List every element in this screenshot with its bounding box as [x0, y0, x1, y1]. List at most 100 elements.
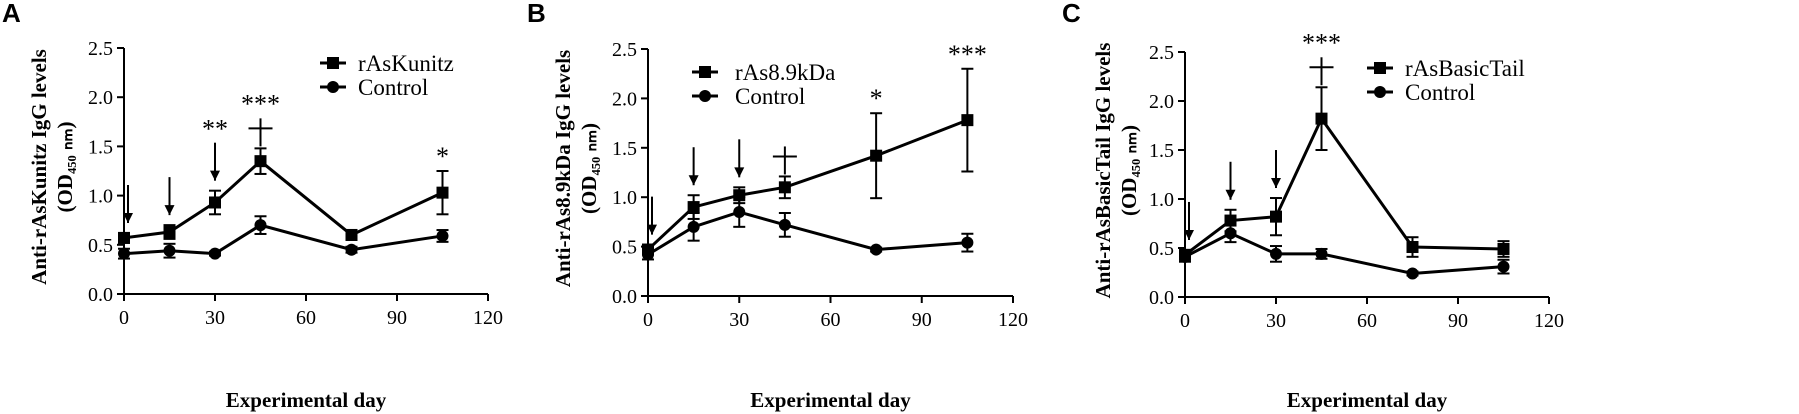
y-axis-title: Anti-rAs8.9kDa IgG levels: [551, 50, 575, 287]
x-tick-label: 120: [1534, 310, 1564, 332]
series-line-control: [123, 223, 443, 256]
y-tick-label: 0.0: [1149, 287, 1174, 309]
data-point-circle: [1224, 227, 1237, 240]
data-point-square: [961, 114, 974, 127]
data-point-circle: [1270, 247, 1282, 260]
immunization-arrow-head: [123, 212, 133, 223]
legend-marker-square: [699, 66, 711, 78]
legend-marker-circle: [327, 81, 339, 93]
significance-asterisks: ***: [241, 89, 280, 118]
x-tick-label: 0: [1180, 310, 1190, 332]
panel-c: C 0 30 60 90 120 0.0 0.5 1.0 1.5 2.0 2.5 Experimenta…: [1062, 0, 1564, 412]
panel-b: B 0 30 60 90 120 0.0 0.5 1.0 1.5 2.0 2.5 Experimenta…: [527, 0, 1028, 412]
data-point-square: [118, 231, 130, 244]
data-point-square: [642, 243, 654, 256]
data-point-square: [778, 181, 791, 194]
legend-marker-square: [1374, 62, 1386, 74]
y-tick-label: 1.5: [612, 138, 637, 160]
y-tick-label: 2.5: [88, 38, 113, 60]
y-tick-label: 2.0: [88, 87, 113, 109]
series-line-rasbasictail: [1184, 115, 1504, 257]
x-tick-label: 0: [643, 309, 653, 331]
data-point-square: [687, 201, 700, 214]
panel-letter: C: [1062, 0, 1081, 28]
x-tick-label: 60: [296, 307, 316, 329]
immunization-arrow-head: [647, 224, 657, 235]
data-point-circle: [733, 206, 746, 219]
data-point-square: [1270, 210, 1282, 223]
data-point-square: [1315, 112, 1328, 125]
legend-label: Control: [358, 75, 428, 100]
panel-a: A 0 30 60 90 120 0.0 0.5 1.0 1.5 2.0 2.5 Experimenta…: [2, 0, 503, 412]
data-point-circle: [1315, 247, 1328, 260]
y-axis-subtitle: (OD₄₅₀ ₙₘ): [1117, 125, 1141, 216]
y-tick-label: 2.0: [612, 88, 637, 110]
data-point-square: [1497, 242, 1510, 255]
x-tick-label: 120: [473, 307, 503, 329]
data-point-square: [436, 186, 449, 199]
data-point-circle: [436, 229, 449, 242]
significance-asterisks: ***: [948, 40, 987, 69]
series-line-ras8.9kda: [646, 118, 968, 251]
significance-asterisks: *: [436, 142, 449, 171]
data-point-circle: [778, 218, 791, 231]
x-tick-label: 90: [387, 307, 407, 329]
data-point-circle: [118, 247, 130, 260]
legend-marker-square: [327, 57, 339, 69]
data-point-square: [870, 149, 883, 162]
data-point-circle: [870, 243, 883, 256]
y-tick-label: 2.5: [612, 39, 637, 61]
x-tick-label: 90: [1448, 310, 1468, 332]
y-tick-label: 0.0: [88, 284, 113, 306]
significance-asterisks: **: [202, 115, 228, 144]
x-tick-label: 90: [912, 309, 932, 331]
x-tick-label: 30: [205, 307, 225, 329]
data-point-circle: [687, 220, 700, 233]
series-line-raskunitz: [123, 159, 444, 240]
immunization-arrow-head: [734, 167, 745, 178]
series-line-control: [1184, 231, 1504, 275]
data-point-square: [254, 155, 267, 168]
data-point-square: [209, 196, 221, 209]
data-point-circle: [209, 247, 221, 260]
y-tick-label: 0.0: [612, 286, 637, 308]
data-point-circle: [254, 219, 267, 232]
legend-label: Control: [735, 84, 805, 109]
x-tick-label: 30: [729, 309, 749, 331]
x-tick-label: 120: [998, 309, 1028, 331]
data-point-circle: [163, 244, 176, 257]
y-tick-label: 1.5: [1149, 140, 1174, 162]
x-axis-title: Experimental day: [226, 388, 387, 412]
data-point-circle: [1406, 267, 1419, 280]
data-point-square: [1179, 248, 1191, 261]
panel-letter: A: [2, 0, 21, 28]
data-point-circle: [1497, 260, 1510, 273]
data-point-circle: [961, 236, 974, 249]
immunization-arrow-head: [1184, 229, 1194, 240]
data-point-circle: [345, 243, 358, 256]
immunization-arrow-head: [1271, 178, 1281, 189]
data-point-square: [1406, 241, 1419, 254]
y-tick-label: 0.5: [1149, 238, 1174, 260]
y-axis-title: Anti-rAsBasicTail IgG levels: [1091, 43, 1115, 299]
immunization-arrow-head: [164, 205, 175, 216]
legend-marker-circle: [699, 90, 711, 102]
y-tick-label: 0.5: [88, 235, 113, 257]
x-axis-title: Experimental day: [750, 388, 911, 412]
x-axis-title: Experimental day: [1287, 388, 1448, 412]
y-axis-subtitle: (OD₄₅₀ ₙₘ): [577, 123, 601, 214]
y-axis-title: Anti-rAsKunitz IgG levels: [27, 49, 51, 285]
legend-marker-circle: [1374, 86, 1386, 98]
y-tick-label: 1.5: [88, 136, 113, 158]
y-tick-label: 1.0: [612, 187, 637, 209]
y-tick-label: 2.5: [1149, 42, 1174, 64]
series-line-control: [647, 210, 968, 256]
y-axis-subtitle: (OD₄₅₀ ₙₘ): [53, 121, 77, 212]
legend-label: rAsBasicTail: [1405, 56, 1525, 81]
y-tick-label: 1.0: [88, 186, 113, 208]
x-tick-label: 30: [1266, 310, 1286, 332]
data-point-square: [163, 226, 176, 239]
panel-letter: B: [527, 0, 546, 28]
legend-label: Control: [1405, 80, 1475, 105]
